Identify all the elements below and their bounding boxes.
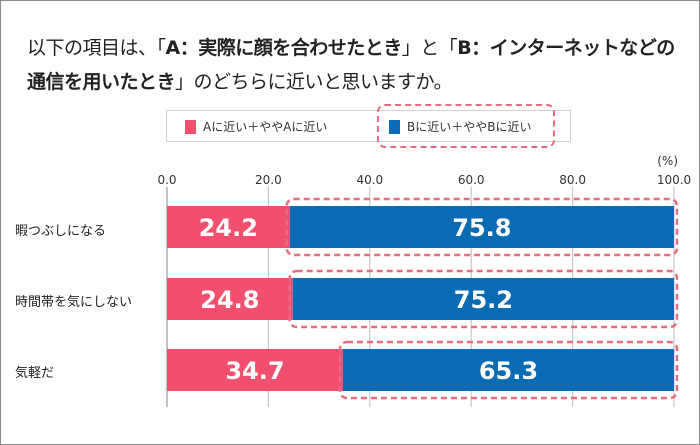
highlight-box xyxy=(288,269,679,329)
data-label: 65.3 xyxy=(479,357,538,385)
data-label: 34.7 xyxy=(225,357,284,385)
unit-label: (%) xyxy=(657,154,678,168)
legend-swatch-a xyxy=(185,119,196,134)
title-segment: 」と「 xyxy=(401,37,458,59)
legend-label-b: Bに近い＋ややBに近い xyxy=(407,120,532,134)
highlight-box xyxy=(338,340,679,400)
title-segment: B：インターネットなどの通信を用いたとき xyxy=(27,37,675,93)
legend-item-b: Bに近い＋ややBに近い xyxy=(389,118,531,135)
title-segment: A：実際に顔を合わせたとき xyxy=(165,37,403,59)
tick-label: 20.0 xyxy=(255,173,282,187)
category-label: 暇つぶしになる xyxy=(15,224,107,239)
data-label: 24.2 xyxy=(199,214,258,242)
data-label: 24.8 xyxy=(200,286,259,314)
category-label: 時間帯を気にしない xyxy=(15,295,133,310)
data-label: 75.8 xyxy=(452,214,511,242)
bar-a xyxy=(167,349,343,391)
legend-highlight-box xyxy=(377,104,555,148)
legend-label-a: Aに近い＋ややAに近い xyxy=(203,120,328,134)
bar-b xyxy=(292,278,674,320)
legend: Aに近い＋ややAに近い Bに近い＋ややBに近い xyxy=(166,110,571,142)
tick-label: 40.0 xyxy=(356,173,383,187)
tick-label: 80.0 xyxy=(559,173,586,187)
legend-item-a: Aに近い＋ややAに近い xyxy=(185,118,327,135)
tick-label: 100.0 xyxy=(657,173,691,187)
tick-label: 60.0 xyxy=(458,173,485,187)
legend-swatch-b xyxy=(389,119,400,134)
category-label: 気軽だ xyxy=(15,366,55,381)
bar-b xyxy=(342,349,674,391)
bar-b xyxy=(289,206,674,248)
chart-title: 以下の項目は、「A：実際に顔を合わせたとき」と「B：インターネットなどの通信を用… xyxy=(27,31,687,99)
tick-label: 0.0 xyxy=(157,173,176,187)
bar-a xyxy=(167,278,293,320)
data-label: 75.2 xyxy=(454,286,513,314)
bar-a xyxy=(167,206,290,248)
title-segment: 」のどちらに近いと思いますか。 xyxy=(175,71,453,93)
title-segment: 以下の項目は、「 xyxy=(27,37,166,59)
